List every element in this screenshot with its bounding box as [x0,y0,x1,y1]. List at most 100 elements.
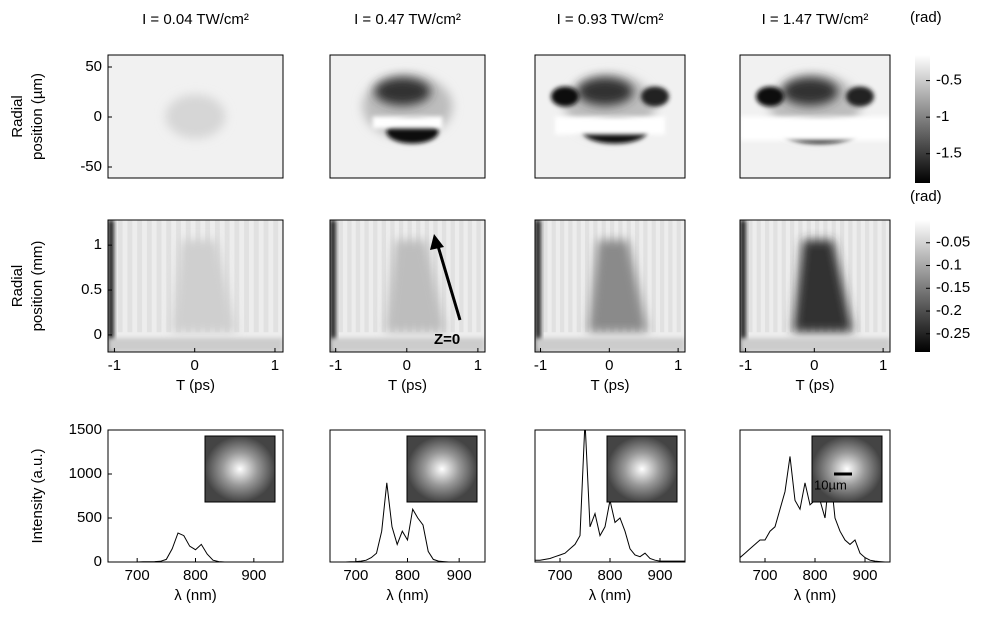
image-stripe [450,220,455,333]
panel: 50 0 -50 I = 0.04 TW/cm² Radial position (µm) [9,11,284,179]
y-tick-label: 0 [94,108,102,125]
image-band [372,116,443,129]
image-blob [551,86,579,107]
x-tick-label: -1 [329,357,342,374]
x-axis-label: T (ps) [388,377,427,394]
image-bottom [740,338,890,352]
image-stripe [790,220,795,333]
y-tick-label: 0 [94,553,102,570]
image-stripe [660,220,665,333]
image-stripe [459,220,464,333]
image-stripe [224,220,230,333]
x-axis-label: T (ps) [176,377,215,394]
image-band [555,116,665,135]
image-stripe [355,220,361,333]
panel: 700 800 900 λ (nm) [534,429,686,604]
x-tick-label: 800 [597,567,622,584]
plot-area [108,220,283,352]
x-axis-label: T (ps) [796,377,835,394]
colorbar [915,220,930,352]
image-blob [641,86,669,107]
x-tick-label: 700 [343,567,368,584]
image-stripe [441,220,447,333]
y-tick-label: 50 [85,58,102,75]
y-axis-label: position (µm) [29,73,46,160]
inset-label: 10µm [814,477,847,492]
image-stripe [856,220,861,333]
y-axis-label: Radial [9,95,26,138]
image-stripe [881,220,886,333]
image-stripe [668,220,673,333]
image-blob [756,86,784,107]
y-tick-label: 0.5 [81,281,102,298]
panel: 0 0.5 1 -1 0 1 T (ps) Radial position (mm) [9,219,284,394]
y-axis-label: Intensity (a.u.) [29,448,46,543]
y-tick-label: -50 [80,158,102,175]
image-edge [740,220,746,352]
colorbar-tick-label: -0.15 [936,279,970,296]
image-stripe [156,220,162,333]
colorbar-title: (rad) [910,9,942,26]
image-stripe [433,220,438,333]
image-stripe [840,220,845,333]
plot-area [330,220,485,352]
x-tick-label: -1 [739,357,752,374]
image-stripe [551,220,556,333]
image-stripe [765,220,770,333]
x-tick-label: 0 [605,357,613,374]
image-stripe [543,220,548,333]
x-tick-label: 1 [271,357,279,374]
image-blob [374,77,431,106]
image-stripe [635,220,640,333]
x-tick-label: 1 [674,357,682,374]
image-stripe [773,220,778,333]
panel: 700 800 900 λ (nm) [329,429,486,604]
panel: 10µm 700 800 900 λ (nm) [739,429,891,604]
image-stripe [127,220,133,333]
image-stripe [476,220,481,333]
y-tick-label: 500 [77,509,102,526]
image-stripe [373,220,378,333]
image-stripe [676,220,681,333]
image-stripe [467,220,473,333]
image-stripe [146,220,152,333]
x-tick-label: 900 [852,567,877,584]
panel: -0.5 -1 -1.5 (rad) [910,9,962,183]
image-bottom [330,338,485,352]
image-stripe [338,220,343,333]
image-stripe [364,220,369,333]
spectrum-line [108,532,283,562]
inset-image [606,435,678,503]
plot-area [535,55,685,178]
panel-title: I = 1.47 TW/cm² [762,11,869,28]
x-tick-label: -1 [108,357,121,374]
panel: -1 0 1 T (ps) [534,219,686,394]
image-stripe [347,220,352,333]
panel-title: I = 0.47 TW/cm² [354,11,461,28]
image-edge [535,220,541,352]
panel: -0.05 -0.1 -0.15 -0.2 -0.25 (rad) [910,188,970,352]
image-band [740,116,890,141]
x-tick-label: 700 [125,567,150,584]
panel-title: I = 0.04 TW/cm² [142,11,249,28]
x-tick-label: 900 [241,567,266,584]
plot-area [330,55,485,178]
colorbar-tick-label: -1 [936,108,949,125]
colorbar-tick-label: -0.25 [936,325,970,342]
image-blob [846,86,874,107]
arrow-shaft [436,245,462,321]
x-tick-label: 700 [752,567,777,584]
image-stripe [273,220,279,333]
frame [739,54,891,179]
x-axis-label: T (ps) [591,377,630,394]
x-axis-label: λ (nm) [174,587,217,604]
image-stripe [381,220,386,333]
frame [534,219,686,353]
image-stripe [585,220,590,333]
colorbar-tick-label: -0.1 [936,256,962,273]
colorbar [915,55,930,183]
y-tick-label: 1 [94,236,102,253]
image-region [385,240,447,332]
image-stripe [848,220,853,333]
